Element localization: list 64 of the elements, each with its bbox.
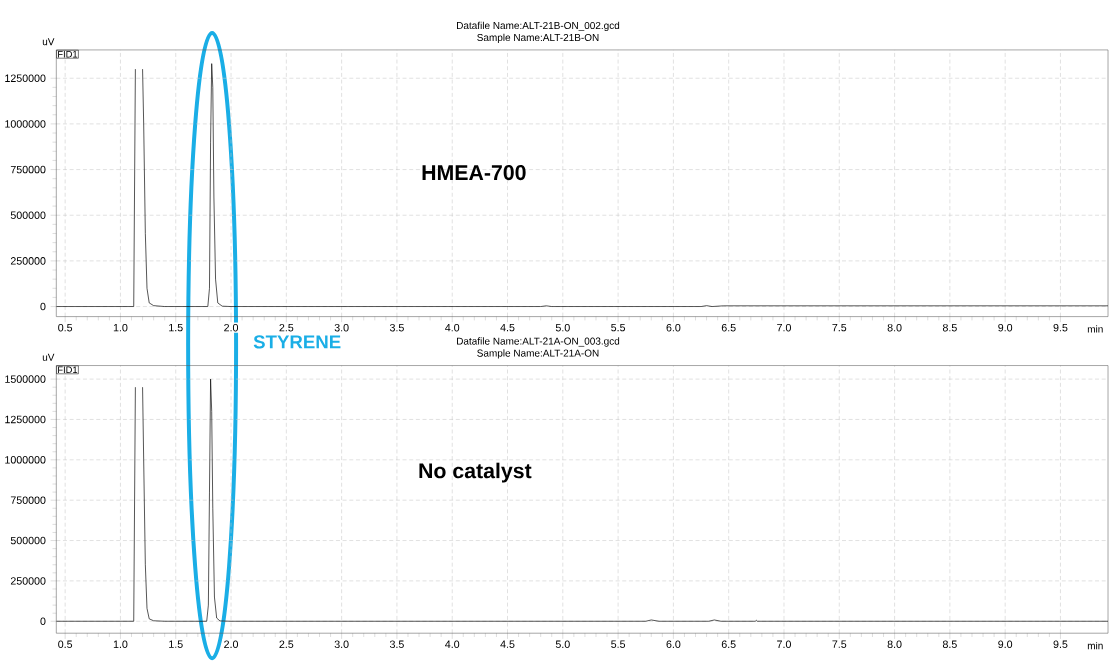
x-tick-label: 0.5 <box>58 640 73 648</box>
x-tick-label: 9.0 <box>998 323 1013 332</box>
x-tick-label: 5.5 <box>611 640 626 648</box>
x-tick-label: 1.0 <box>113 640 128 648</box>
y-tick-label: 250000 <box>10 257 46 265</box>
y-tick-label: 750000 <box>10 165 46 174</box>
y-tick-label: 250000 <box>10 577 46 585</box>
chart-subtitle: Sample Name:ALT-21A-ON <box>477 349 599 359</box>
annotation: HMEA-700 <box>422 164 526 181</box>
x-tick-label: 8.0 <box>887 323 902 332</box>
y-tick-label: 500000 <box>10 536 46 545</box>
x-tick-label: 7.0 <box>777 640 791 648</box>
x-tick-label: 7.5 <box>832 323 847 332</box>
y-tick-label: 750000 <box>10 496 46 504</box>
y-axis-title: uV <box>42 38 55 46</box>
x-tick-label: 7.5 <box>832 640 847 648</box>
x-tick-label: 1.5 <box>169 323 183 332</box>
x-tick-label: 9.0 <box>998 640 1013 648</box>
y-tick-label: 500000 <box>10 211 46 219</box>
x-tick-label: 4.5 <box>500 640 515 648</box>
y-tick-label: 1250000 <box>5 74 46 82</box>
y-tick-label: 0 <box>40 302 46 311</box>
x-tick-label: 3.0 <box>334 323 349 332</box>
y-tick-label: 1500000 <box>5 375 46 383</box>
x-tick-label: 5.0 <box>555 640 570 648</box>
x-tick-label: 8.5 <box>942 323 957 332</box>
x-tick-label: 3.0 <box>334 640 349 648</box>
annotation: FID1 <box>58 366 78 373</box>
x-tick-label: 3.5 <box>389 323 404 332</box>
x-tick-label: 1.5 <box>169 640 183 648</box>
x-tick-label: 4.0 <box>445 323 460 332</box>
y-tick-label: 1250000 <box>5 415 46 424</box>
y-tick-label: 1000000 <box>5 120 46 128</box>
chart-title: Datafile Name:ALT-21A-ON_003.gcd <box>457 337 620 347</box>
y-axis-title: uV <box>42 353 55 361</box>
x-tick-label: 0.5 <box>58 323 73 332</box>
x-tick-label: 4.5 <box>500 323 515 332</box>
x-tick-label: 7.0 <box>777 323 791 332</box>
x-tick-label: 2.5 <box>279 640 294 648</box>
x-axis-title: min <box>1087 641 1103 650</box>
x-tick-label: 6.0 <box>666 323 681 332</box>
x-tick-label: 6.5 <box>721 323 736 332</box>
x-tick-label: 8.5 <box>942 640 957 648</box>
x-tick-label: 2.5 <box>279 323 294 332</box>
x-tick-label: 9.5 <box>1053 640 1068 648</box>
x-axis-title: min <box>1087 325 1103 333</box>
x-tick-label: 3.5 <box>389 640 404 648</box>
y-tick-label: 0 <box>40 617 46 625</box>
annotation: No catalyst <box>419 462 532 483</box>
x-tick-label: 6.5 <box>721 640 736 648</box>
x-tick-label: 5.5 <box>611 323 626 332</box>
annotation: FID1 <box>58 50 78 58</box>
x-tick-label: 9.5 <box>1053 323 1068 332</box>
y-tick-label: 1000000 <box>5 455 46 464</box>
x-tick-label: 8.0 <box>887 640 902 648</box>
chart-title: Datafile Name:ALT-21B-ON_002.gcd <box>457 21 620 31</box>
x-tick-label: 2.0 <box>224 323 239 332</box>
chart-subtitle: Sample Name:ALT-21B-ON <box>477 33 599 43</box>
text: STYRENE <box>253 335 341 349</box>
x-tick-label: 6.0 <box>666 640 681 648</box>
x-tick-label: 1.0 <box>113 323 128 332</box>
x-tick-label: 4.0 <box>445 640 460 648</box>
x-tick-label: 2.0 <box>224 640 239 648</box>
x-tick-label: 5.0 <box>555 323 570 332</box>
